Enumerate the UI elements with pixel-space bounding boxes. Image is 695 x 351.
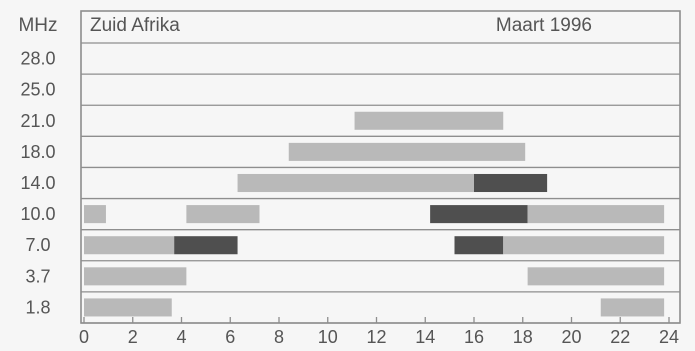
frequency-label: 14.0 [20, 173, 55, 193]
frequency-label: 28.0 [20, 49, 55, 69]
x-tick-label: 22 [610, 327, 630, 346]
frequency-label: 18.0 [20, 142, 55, 162]
bar-light [503, 236, 665, 255]
frequency-label: 3.7 [25, 266, 50, 286]
bar-light [600, 298, 665, 317]
bar-dark [454, 236, 504, 255]
frequency-label: 10.0 [20, 204, 55, 224]
bar-light [354, 111, 504, 130]
x-tick-label: 16 [464, 327, 484, 346]
frequency-label: 1.8 [25, 297, 50, 317]
x-tick-label: 20 [561, 327, 581, 346]
x-tick-label: 14 [415, 327, 435, 346]
bar-light [84, 298, 172, 317]
date-label: Maart 1996 [496, 15, 592, 36]
bar-light [84, 236, 175, 255]
x-tick-label: 0 [79, 327, 89, 346]
bar-light [84, 205, 106, 224]
bar-light [186, 205, 260, 224]
x-tick-label: 18 [513, 327, 533, 346]
bar-light [288, 142, 526, 161]
bars-layer [84, 111, 665, 317]
bar-light [237, 173, 474, 193]
frame-layer [80, 10, 681, 324]
bar-dark [174, 236, 238, 255]
x-tick-label: 10 [318, 327, 338, 346]
plot-frame [80, 10, 681, 324]
labels-layer: MHz Zuid Afrika Maart 1996 28.0 25.0 21.0 1… [18, 15, 679, 347]
bar-dark [430, 205, 528, 224]
x-tick-label: 2 [128, 327, 138, 346]
x-tick-label: 6 [225, 327, 235, 346]
bar-light [84, 267, 187, 286]
x-tick-label: 12 [366, 327, 386, 346]
frequency-label: 21.0 [20, 111, 55, 131]
bar-light [527, 205, 665, 224]
x-tick-label: 24 [659, 327, 679, 346]
frequency-label: 7.0 [25, 235, 50, 255]
bar-dark [474, 173, 548, 193]
bar-light [527, 267, 665, 286]
frequency-label: 25.0 [20, 80, 55, 100]
unit-label: MHz [18, 15, 57, 36]
x-tick-label: 8 [274, 327, 284, 346]
x-tick-label: 4 [176, 327, 186, 346]
region-label: Zuid Afrika [90, 15, 180, 36]
